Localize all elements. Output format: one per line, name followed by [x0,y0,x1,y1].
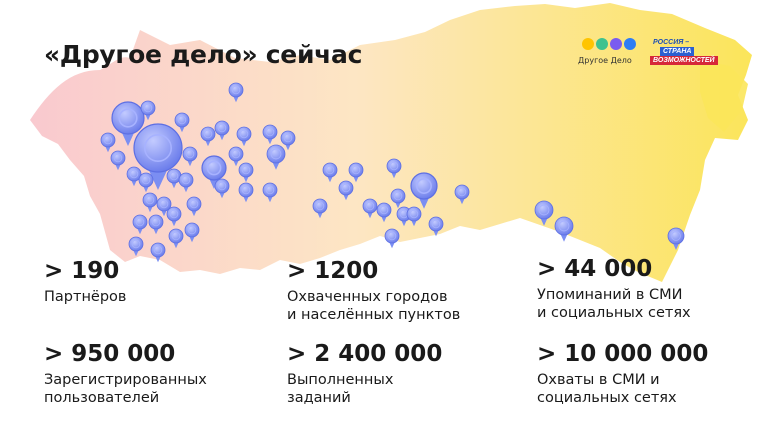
stat-value: > 1200 [287,258,379,284]
location-pin-icon [156,196,172,217]
location-pin-icon [236,126,252,147]
stat-label: Партнёров [44,289,127,305]
logo-dot-3 [610,38,622,50]
stat-value: > 950 000 [44,341,176,367]
location-pin-icon [142,192,158,213]
location-pin-icon [428,216,444,237]
stat-value: > 190 [44,258,120,284]
location-pin-icon [312,198,328,219]
rsv-logo-line1: РОССИЯ – [653,39,690,46]
stat-tasks: > 2 400 000 Выполненных заданий [287,341,442,407]
location-pin-icon [410,172,438,209]
location-pin-icon [214,120,230,141]
location-pin-icon [128,236,144,257]
location-pin-icon [174,112,190,133]
rsv-logo-line2: СТРАНА [660,47,695,56]
stat-cities: > 1200 Охваченных городов и населённых пу… [287,258,460,324]
russia-map-shape [30,3,752,282]
location-pin-icon [384,228,400,249]
stat-value: > 2 400 000 [287,341,443,367]
location-pin-icon [386,158,402,179]
stat-users: > 950 000 Зарегистрированных пользователе… [44,341,207,407]
location-pin-icon [184,222,200,243]
drugoe-delo-logo: Другое Дело [578,36,640,70]
location-pin-icon [534,200,554,226]
drugoe-delo-name: Другое Дело [578,56,632,65]
rsv-logo: РОССИЯ – СТРАНА ВОЗМОЖНОСТЕЙ [650,38,720,65]
location-pin-icon [140,100,156,121]
location-pin-icon [238,182,254,203]
location-pin-icon [238,162,254,183]
location-pin-icon [262,182,278,203]
logos: Другое Дело РОССИЯ – СТРАНА ВОЗМОЖНОСТЕЙ [578,36,728,76]
location-pin-icon [111,101,145,146]
stat-value: > 44 000 [537,256,653,282]
location-pin-icon [454,184,470,205]
location-pin-icon [132,214,148,235]
map-pins [100,82,685,263]
page-title: «Другое дело» сейчас [44,40,363,69]
stat-value: > 10 000 000 [537,341,709,367]
location-pin-icon [186,196,202,217]
location-pin-icon [100,132,116,153]
stat-label: Зарегистрированных пользователей [44,372,207,406]
location-pin-icon [554,216,574,242]
location-pin-icon [150,242,166,263]
location-pin-icon [168,228,184,249]
location-pin-icon [178,172,194,193]
location-pin-icon [133,123,183,190]
location-pin-icon [228,146,244,167]
stat-reach: > 10 000 000 Охваты в СМИ и социальных се… [537,341,708,407]
location-pin-icon [390,188,406,209]
stat-label: Охваченных городов и населённых пунктов [287,289,461,323]
location-pin-icon [262,124,278,145]
dobro-letters-logo [582,36,640,52]
location-pin-icon [148,214,164,235]
location-pin-icon [228,82,244,103]
kamchatka-shape [700,60,748,132]
rsv-logo-line3: ВОЗМОЖНОСТЕЙ [650,56,718,65]
logo-dot-2 [596,38,608,50]
location-pin-icon [322,162,338,183]
stat-mentions: > 44 000 Упоминаний в СМИ и социальных се… [537,256,691,322]
location-pin-icon [667,227,685,250]
location-pin-icon [110,150,126,171]
logo-dot-4 [624,38,636,50]
location-pin-icon [166,168,182,189]
stat-label: Упоминаний в СМИ и социальных сетях [537,287,691,321]
location-pin-icon [201,155,227,189]
location-pin-icon [406,206,422,227]
location-pin-icon [182,146,198,167]
location-pin-icon [214,178,230,199]
location-pin-icon [338,180,354,201]
location-pin-icon [200,126,216,147]
location-pin-icon [166,206,182,227]
stat-partners: > 190 Партнёров [44,258,126,306]
location-pin-icon [376,202,392,223]
location-pin-icon [138,172,154,193]
location-pin-icon [348,162,364,183]
location-pin-icon [280,130,296,151]
logo-dot-1 [582,38,594,50]
stat-label: Охваты в СМИ и социальных сетях [537,372,677,406]
location-pin-icon [266,144,286,170]
location-pin-icon [362,198,378,219]
location-pin-icon [126,166,142,187]
stat-label: Выполненных заданий [287,372,394,406]
